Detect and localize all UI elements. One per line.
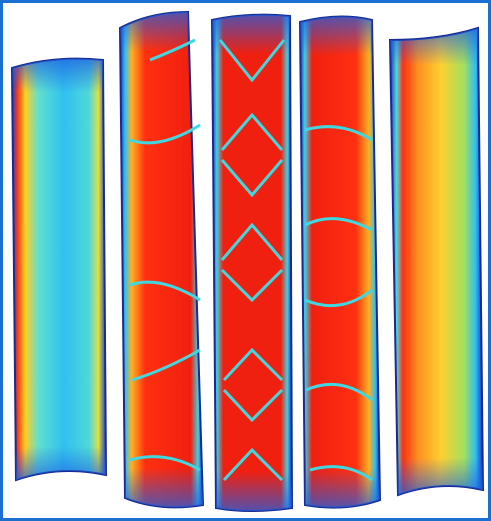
strip-shade <box>212 14 292 512</box>
strip-shade <box>390 28 483 495</box>
strip-shade <box>300 16 380 508</box>
strip-pattern <box>218 39 286 482</box>
strip-pattern <box>129 38 201 472</box>
strip-shade <box>12 58 106 480</box>
strip-pattern <box>304 125 373 482</box>
